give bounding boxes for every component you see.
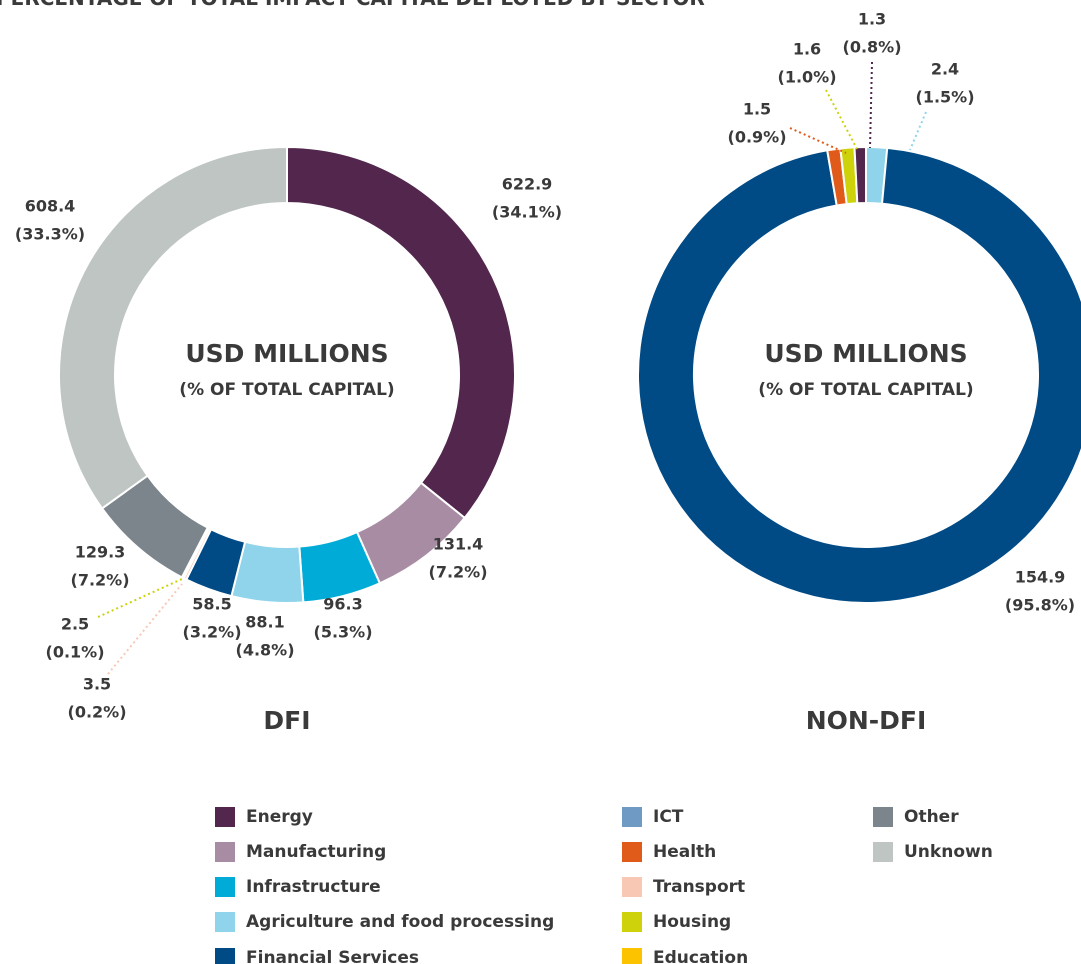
leader-line: [97, 578, 183, 618]
legend-label: Manufacturing: [246, 842, 386, 862]
value-label: 1.6: [793, 40, 821, 59]
legend-label: ICT: [653, 807, 684, 827]
leader-line: [107, 583, 183, 675]
center-subtitle: (% OF TOTAL CAPITAL): [758, 380, 973, 400]
value-label: 58.5: [192, 595, 231, 614]
legend-label: Other: [904, 807, 959, 827]
legend-swatch: [873, 807, 893, 827]
legend-swatch: [622, 912, 642, 932]
slice: [637, 146, 1081, 604]
percent-label: (1.0%): [778, 68, 837, 87]
legend-label: Agriculture and food processing: [246, 912, 554, 932]
value-label: 96.3: [323, 595, 362, 614]
percent-label: (7.2%): [71, 571, 130, 590]
value-label: 88.1: [245, 613, 284, 632]
percent-label: (4.8%): [236, 641, 295, 660]
value-label: 1.5: [743, 100, 771, 119]
legend-swatch: [215, 842, 235, 862]
legend-label: Energy: [246, 807, 313, 827]
percent-label: (1.5%): [916, 88, 975, 107]
legend-label: Housing: [653, 912, 731, 932]
leader-line: [789, 127, 847, 154]
value-label: 131.4: [433, 535, 484, 554]
legend-swatch: [215, 807, 235, 827]
value-label: 3.5: [83, 675, 111, 694]
percent-label: (0.8%): [843, 38, 902, 57]
percent-label: (34.1%): [492, 203, 562, 222]
legend-swatch: [622, 842, 642, 862]
percent-label: (33.3%): [15, 225, 85, 244]
value-label: 622.9: [502, 175, 553, 194]
legend-swatch: [622, 948, 642, 964]
legend-swatch: [622, 807, 642, 827]
leader-line: [909, 111, 927, 151]
value-label: 2.5: [61, 615, 89, 634]
value-label: 608.4: [25, 197, 76, 216]
value-label: 154.9: [1015, 568, 1066, 587]
percent-label: (0.9%): [728, 128, 787, 147]
percent-label: (7.2%): [429, 563, 488, 582]
slice: [853, 145, 867, 205]
legend-label: Financial Services: [246, 948, 419, 964]
legend-label: Unknown: [904, 842, 993, 862]
chart-title: PERCENTAGE OF TOTAL IMPACT CAPITAL DEPLO…: [0, 0, 705, 10]
slice: [286, 145, 516, 520]
percent-label: (0.2%): [68, 703, 127, 722]
value-label: 1.3: [858, 10, 886, 29]
legend-label: Infrastructure: [246, 877, 381, 897]
percent-label: (0.1%): [46, 643, 105, 662]
center-title: USD MILLIONS: [764, 339, 967, 368]
slice: [58, 145, 288, 510]
value-label: 2.4: [931, 60, 959, 79]
legend-label: Health: [653, 842, 716, 862]
legend-swatch: [215, 948, 235, 964]
percent-label: (3.2%): [183, 623, 242, 642]
legend-swatch: [215, 877, 235, 897]
legend-swatch: [873, 842, 893, 862]
percent-label: (95.8%): [1005, 596, 1075, 615]
leader-line: [869, 61, 873, 149]
percent-label: (5.3%): [314, 623, 373, 642]
pie-title: NON-DFI: [806, 706, 927, 735]
center-subtitle: (% OF TOTAL CAPITAL): [179, 380, 394, 400]
pie-title: DFI: [263, 706, 310, 735]
legend-swatch: [215, 912, 235, 932]
center-title: USD MILLIONS: [185, 339, 388, 368]
legend-label: Transport: [653, 877, 745, 897]
value-label: 129.3: [75, 543, 126, 562]
legend-swatch: [622, 877, 642, 897]
leader-line: [825, 89, 858, 150]
legend-label: Education: [653, 948, 748, 964]
